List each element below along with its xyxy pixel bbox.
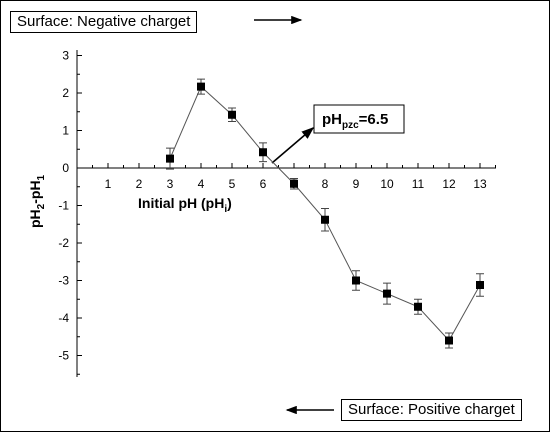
pzc-arrow (271, 126, 315, 164)
x-tick-label: 1 (105, 177, 112, 191)
y-tick-label: -5 (58, 349, 69, 363)
x-tick-label: 3 (167, 177, 174, 191)
x-tick-label: 4 (198, 177, 205, 191)
x-axis-title: Initial pH (pHi) (138, 195, 232, 215)
y-tick-label: -2 (58, 236, 69, 250)
x-tick-label: 11 (412, 177, 425, 191)
y-tick-label: -3 (58, 274, 69, 288)
x-tick-label: 9 (353, 177, 360, 191)
x-ticks: 12345678910111213 (92, 163, 496, 191)
x-tick-label: 2 (136, 177, 143, 191)
negative-charge-note: Surface: Negative charget (10, 11, 198, 33)
y-tick-label: 0 (62, 161, 69, 175)
data-point-marker (197, 82, 205, 91)
x-tick-label: 10 (380, 177, 394, 191)
data-point-marker (228, 110, 236, 119)
x-tick-label: 12 (442, 177, 456, 191)
y-tick-label: -1 (58, 199, 69, 213)
y-axis-title: pH2-pH1 (27, 174, 47, 228)
y-tick-label: 1 (62, 124, 69, 138)
data-point-marker (445, 336, 453, 345)
y-tick-label: 2 (62, 86, 69, 100)
x-tick-label: 8 (322, 177, 329, 191)
y-tick-label: 3 (62, 49, 69, 63)
data-point-marker (321, 215, 329, 224)
data-point-marker (383, 289, 391, 298)
data-point-marker (290, 179, 298, 188)
data-point-marker (352, 276, 360, 285)
positive-charge-note: Surface: Positive charget (341, 399, 522, 421)
data-series (166, 78, 484, 349)
x-tick-label: 5 (229, 177, 236, 191)
data-point-marker (476, 281, 484, 289)
y-ticks: -5 -4 -3 -2 -1 0 1 2 3 (58, 49, 82, 375)
data-point-marker (166, 154, 174, 163)
y-tick-label: -4 (58, 311, 69, 325)
x-tick-label: 13 (473, 177, 487, 191)
data-point-marker (414, 302, 422, 311)
x-tick-label: 6 (260, 177, 267, 191)
data-point-marker (259, 148, 267, 157)
pzc-box (313, 104, 405, 134)
pzc-label: pHpzc=6.5 (322, 111, 388, 131)
